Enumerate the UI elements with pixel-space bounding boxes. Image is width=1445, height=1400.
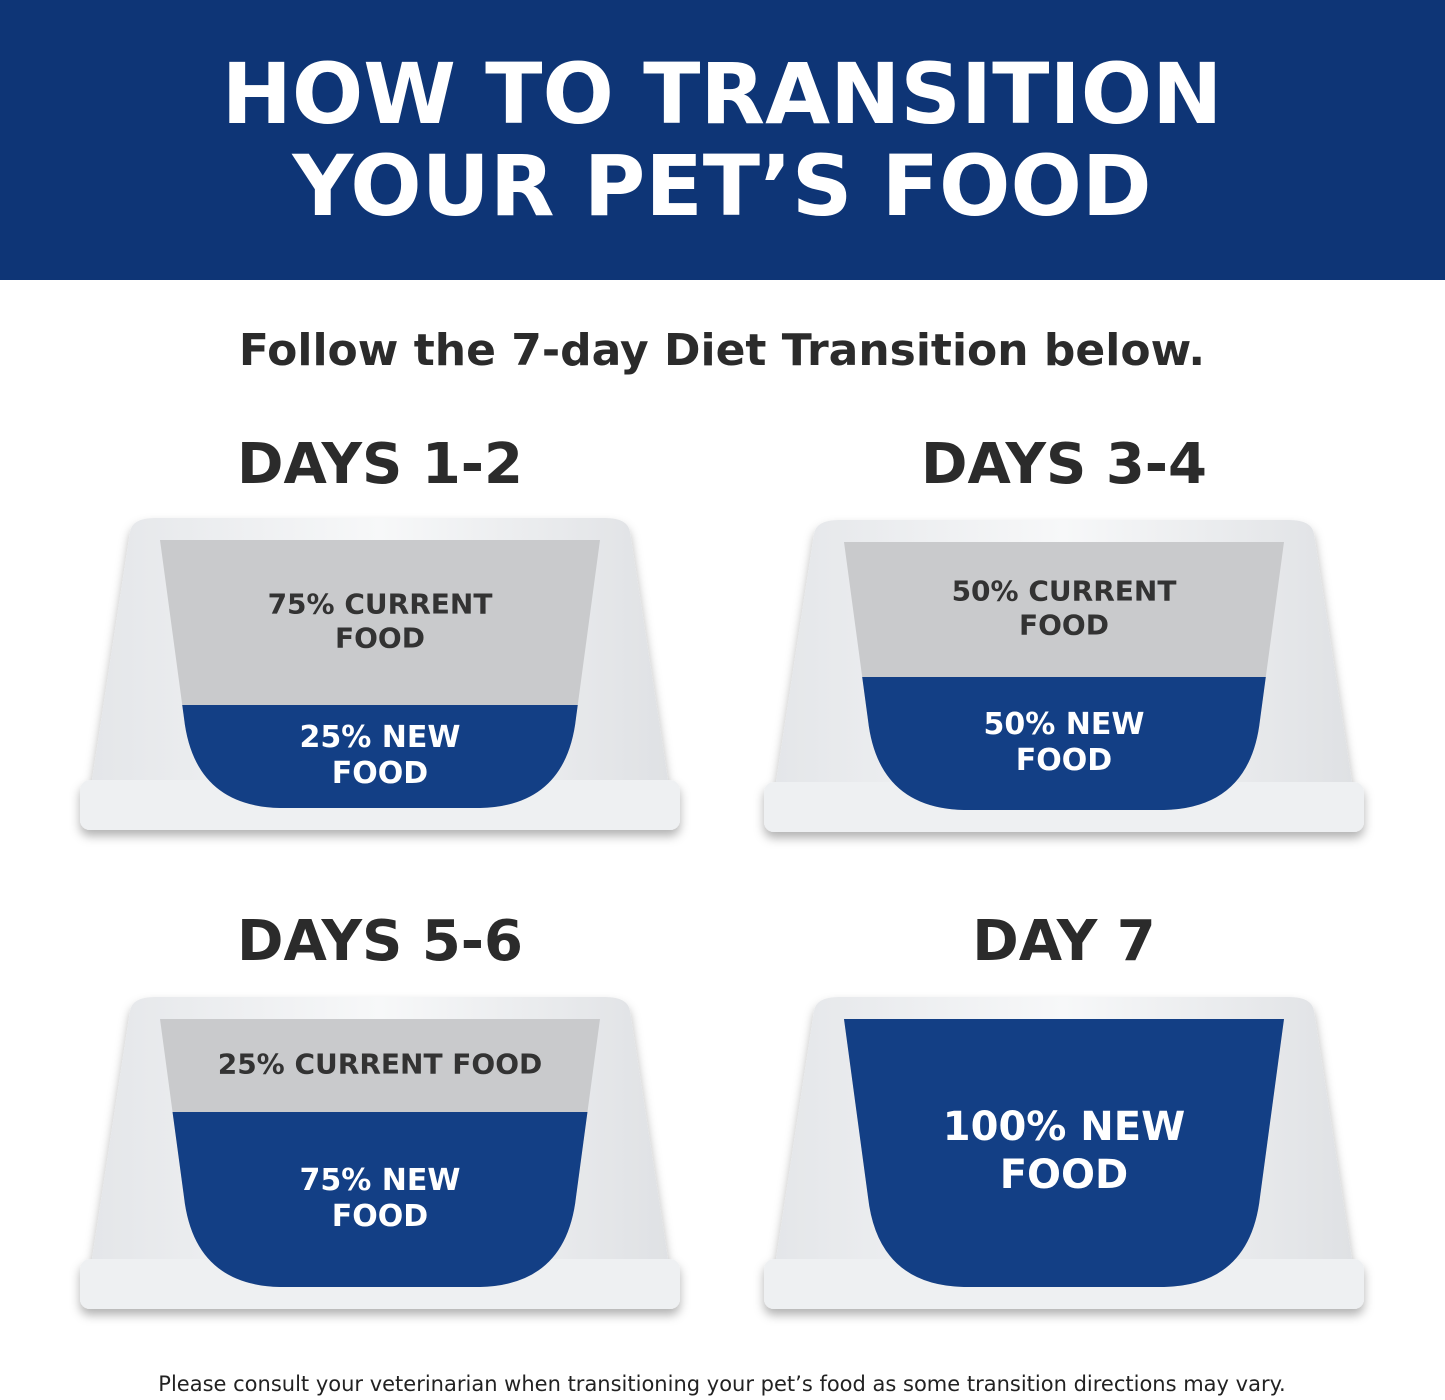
new-text: 75% NEW xyxy=(300,1163,461,1198)
new-text: FOOD xyxy=(1000,1152,1129,1198)
new-text: FOOD xyxy=(332,1199,428,1234)
current-text: 75% CURRENT xyxy=(268,588,493,621)
title-line: YOUR PET’S FOOD xyxy=(291,137,1151,235)
panel-label: DAYS 5-6 xyxy=(237,909,523,974)
current-text: 25% CURRENT FOOD xyxy=(218,1048,543,1081)
current-text: FOOD xyxy=(335,621,425,654)
new-text: 25% NEW xyxy=(300,720,461,755)
panel-label: DAYS 1-2 xyxy=(237,432,523,497)
header-band xyxy=(0,0,1445,280)
current-text: FOOD xyxy=(1019,608,1109,641)
new-text: 100% NEW xyxy=(943,1104,1185,1150)
new-text: FOOD xyxy=(332,756,428,791)
footer: Please consult your veterinarian when tr… xyxy=(158,1372,1285,1396)
new-food xyxy=(844,1019,1284,1287)
new-text: FOOD xyxy=(1016,743,1112,778)
new-food xyxy=(160,705,600,808)
new-text: 50% NEW xyxy=(984,707,1145,742)
current-text: 50% CURRENT xyxy=(952,575,1177,608)
new-food xyxy=(160,1112,600,1287)
title-line: HOW TO TRANSITION xyxy=(222,45,1223,143)
panel-label: DAY 7 xyxy=(972,909,1155,974)
new-food xyxy=(844,677,1284,810)
subtitle: Follow the 7-day Diet Transition below. xyxy=(239,325,1205,376)
panel-label: DAYS 3-4 xyxy=(921,432,1207,497)
